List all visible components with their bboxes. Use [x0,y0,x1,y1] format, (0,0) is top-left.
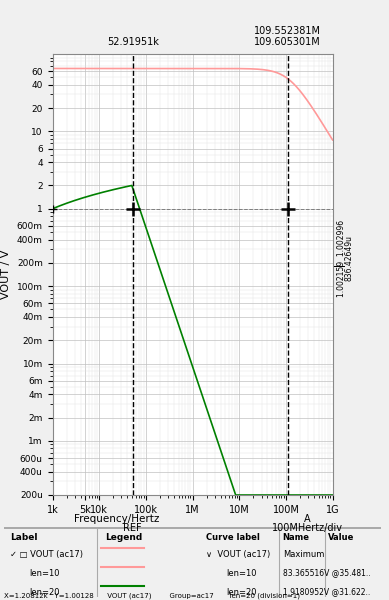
Text: 109.552381M: 109.552381M [254,26,321,36]
Text: Value: Value [328,533,355,542]
Text: 109.605301M: 109.605301M [254,37,321,47]
Text: 52.91951k: 52.91951k [107,37,159,47]
Text: Maximum: Maximum [283,550,324,559]
Text: X=1.20812k   Y=1.00128      VOUT (ac17)        Group=ac17       len=20 (division: X=1.20812k Y=1.00128 VOUT (ac17) Group=a… [4,593,300,599]
Text: Legend: Legend [105,533,142,542]
Y-axis label: VOUT / V: VOUT / V [1,250,11,299]
Text: len=10: len=10 [29,569,60,578]
Text: Curve label: Curve label [206,533,260,542]
Text: Frequency/Hertz: Frequency/Hertz [74,514,159,524]
Text: 1.9180952V @31.622..: 1.9180952V @31.622.. [283,587,370,596]
Text: len=10: len=10 [226,569,257,578]
Text: Name: Name [283,533,310,542]
Text: ∨  VOUT (ac17): ∨ VOUT (ac17) [206,550,270,559]
Text: REF: REF [123,523,142,533]
Text: 100MHertz/div: 100MHertz/div [272,523,343,533]
Text: 83.365516V @35.481..: 83.365516V @35.481.. [283,569,370,578]
Text: Label: Label [10,533,37,542]
Text: ✓ □ VOUT (ac17): ✓ □ VOUT (ac17) [10,550,83,559]
Text: A: A [304,514,311,524]
Text: 836.42649u: 836.42649u [344,235,354,281]
Text: 1.002159  1.002996: 1.002159 1.002996 [337,220,346,296]
Text: len=20: len=20 [29,587,60,596]
Text: len=20: len=20 [226,587,257,596]
